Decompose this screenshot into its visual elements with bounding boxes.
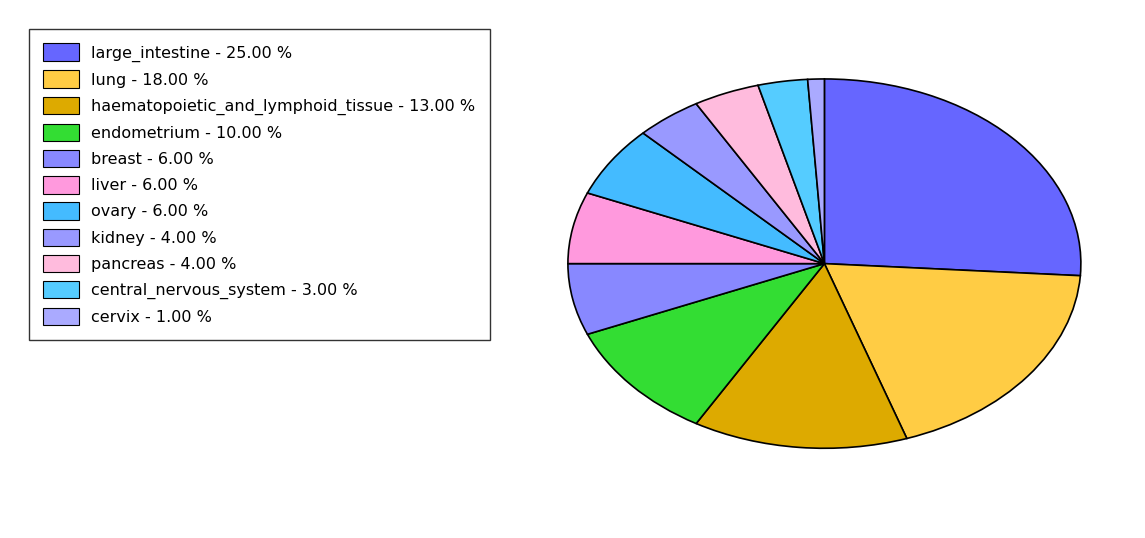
Wedge shape	[696, 85, 824, 264]
Wedge shape	[568, 264, 824, 334]
Wedge shape	[696, 264, 907, 448]
Legend: large_intestine - 25.00 %, lung - 18.00 %, haematopoietic_and_lymphoid_tissue - : large_intestine - 25.00 %, lung - 18.00 …	[29, 29, 490, 339]
Wedge shape	[824, 79, 1081, 275]
Wedge shape	[807, 79, 824, 264]
Wedge shape	[587, 264, 824, 423]
Wedge shape	[824, 264, 1081, 438]
Wedge shape	[758, 79, 824, 264]
Wedge shape	[587, 133, 824, 264]
Wedge shape	[643, 104, 824, 264]
Wedge shape	[568, 193, 824, 264]
